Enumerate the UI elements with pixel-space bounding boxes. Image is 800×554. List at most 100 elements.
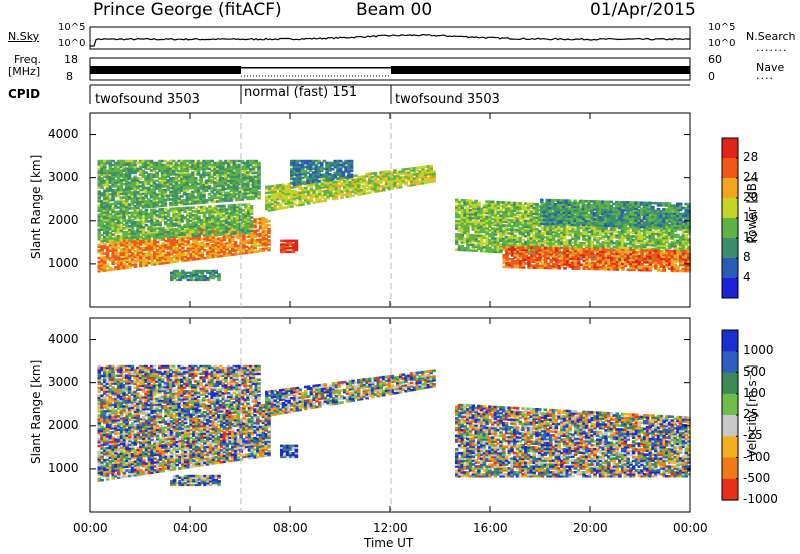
heatmap-cell-2: [100, 171, 104, 174]
heatmap-cell-7: [499, 220, 503, 223]
heatmap-cell-0: [183, 244, 188, 247]
heatmap-cell-4: [317, 171, 321, 175]
heatmap-cell-2: [122, 159, 126, 163]
heatmap-cell-3: [323, 182, 328, 185]
heatmap-cell-0: [125, 243, 129, 246]
heatmap-cell-2: [221, 186, 225, 189]
heatmap-cell-2: [111, 185, 115, 188]
heatmap-cell-7: [502, 231, 506, 235]
heatmap-cell-2: [185, 194, 190, 198]
heatmap-cell-3: [384, 174, 389, 178]
heatmap-cell-2: [114, 194, 118, 198]
heatmap-cell-0: [242, 234, 246, 237]
heatmap-cell-0: [206, 239, 210, 242]
heatmap-cell-7: [499, 250, 503, 254]
heatmap-cell-2: [218, 177, 223, 180]
heatmap-cell-2: [144, 179, 148, 182]
heatmap-cell-2: [224, 183, 228, 187]
heatmap-cell-6: [197, 275, 202, 278]
heatmap-cell-1: [111, 229, 115, 233]
heatmap-cell-2: [158, 187, 162, 190]
heatmap-cell-7: [515, 205, 520, 209]
heatmap-cell-1: [227, 204, 232, 207]
heatmap-cell-3: [295, 185, 300, 188]
heatmap-cell-3: [404, 183, 408, 186]
heatmap-cell-2: [202, 173, 206, 177]
heatmap-cell-0: [206, 256, 210, 259]
heatmap-cell-0: [158, 256, 163, 259]
heatmap-cell-1: [133, 230, 138, 233]
heatmap-cell-3: [387, 174, 392, 177]
heatmap-cell-1: [180, 218, 185, 221]
heatmap-cell-1: [191, 225, 196, 228]
heatmap-cell-7: [513, 224, 517, 228]
heatmap-cell-7: [510, 201, 514, 205]
heatmap-cell-0: [125, 264, 129, 268]
heatmap-cell-4: [338, 159, 343, 163]
heatmap-cell-4: [344, 165, 348, 169]
heatmap-cell-4: [311, 173, 316, 176]
heatmap-cell-4: [292, 173, 297, 177]
heatmap-cell-7: [493, 227, 498, 231]
heatmap-cell-3: [407, 173, 411, 176]
heatmap-cell-5: [294, 243, 299, 246]
heatmap-cell-2: [185, 173, 190, 176]
heatmap-cell-0: [97, 270, 102, 273]
heatmap-cell-2: [155, 187, 159, 190]
heatmap-cell-2: [127, 163, 132, 167]
heatmap-cell-2: [169, 177, 173, 180]
heatmap-cell-0: [122, 257, 127, 260]
heatmap-cell-3: [331, 181, 336, 184]
heatmap-cell-3: [368, 172, 372, 176]
heatmap-cell-0: [103, 261, 107, 265]
heatmap-cell-2: [188, 177, 192, 180]
heatmap-cell-7: [524, 208, 528, 211]
heatmap-cell-3: [315, 189, 319, 192]
heatmap-cell-2: [100, 161, 104, 165]
heatmap-cell-0: [144, 246, 149, 249]
heatmap-cell-1: [122, 230, 126, 234]
heatmap-cell-6: [217, 273, 221, 276]
heatmap-cell-2: [235, 169, 239, 173]
heatmap-cell-0: [183, 255, 188, 258]
heatmap-cell-1: [133, 215, 138, 218]
heatmap-cell-7: [485, 217, 489, 221]
heatmap-cell-2: [158, 163, 162, 167]
heatmap-cell-3: [354, 182, 358, 185]
heatmap-cell-4: [298, 173, 302, 176]
heatmap-cell-3: [345, 181, 350, 184]
heatmap-cell-2: [152, 199, 157, 202]
heatmap-cell-0: [161, 256, 166, 259]
heatmap-cell-3: [429, 170, 433, 174]
heatmap-cell-7: [488, 206, 492, 209]
heatmap-cell-6: [192, 271, 196, 274]
heatmap-cell-2: [188, 173, 192, 176]
heatmap-cell-7: [466, 216, 470, 220]
heatmap-cell-1: [141, 237, 146, 240]
heatmap-cell-0: [153, 261, 157, 264]
heatmap-cell-2: [221, 161, 225, 165]
heatmap-cell-1: [166, 230, 171, 233]
heatmap-cell-2: [215, 196, 220, 199]
heatmap-cell-2: [149, 173, 154, 176]
heatmap-cell-1: [97, 232, 102, 235]
heatmap-cell-3: [340, 182, 344, 185]
heatmap-cell-7: [493, 239, 498, 242]
heatmap-cell-3: [407, 171, 411, 174]
heatmap-cell-3: [426, 171, 431, 174]
heatmap-cell-1: [172, 211, 176, 214]
heatmap-cell-0: [133, 253, 138, 257]
heatmap-cell-2: [188, 165, 192, 169]
heatmap-cell-0: [167, 243, 171, 246]
heatmap-cell-7: [493, 246, 498, 250]
heatmap-cell-7: [482, 211, 487, 215]
heatmap-cell-0: [183, 253, 188, 256]
heatmap-cell-4: [298, 182, 302, 186]
heatmap-cell-1: [105, 224, 110, 227]
heatmap-cell-7: [479, 249, 484, 253]
heatmap-cell-2: [169, 180, 173, 184]
heatmap-cell-2: [196, 167, 201, 170]
heatmap-cell-0: [181, 257, 185, 261]
heatmap-cell-2: [207, 163, 212, 167]
heatmap-cell-0: [147, 242, 152, 245]
